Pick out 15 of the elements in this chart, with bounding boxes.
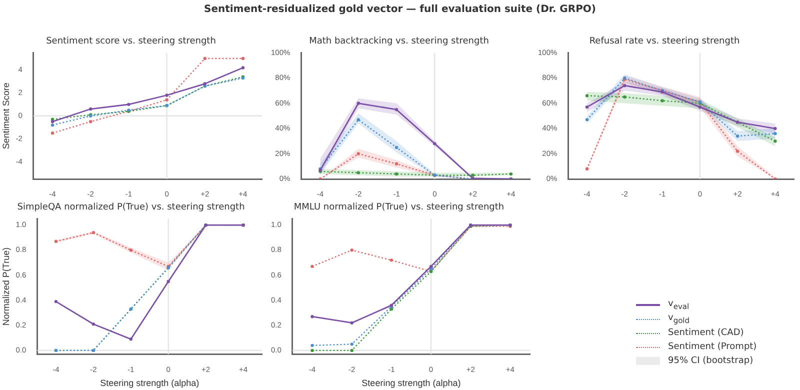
legend-label: v$_{gold}$ bbox=[668, 313, 690, 325]
text: 95% CI (bootstrap) bbox=[668, 356, 754, 366]
y-axis-title: Normalized P(True) bbox=[0, 247, 11, 326]
legend-label: Sentiment (Prompt) bbox=[668, 342, 757, 352]
chart-title: SimpleQA normalized P(True) vs. steering strength bbox=[17, 202, 245, 213]
x-axis-title: Steering strength (alpha) bbox=[100, 378, 200, 388]
chart-title: Sentiment score vs. steering strength bbox=[46, 36, 216, 47]
x-axis-title: Steering strength (alpha) bbox=[362, 378, 461, 388]
legend-label: v$_{eval}$ bbox=[668, 299, 690, 311]
y-axis-title: Sentiment Score bbox=[0, 82, 11, 150]
chart-title: Math backtracking vs. steering strength bbox=[309, 36, 489, 47]
chart-title: Refusal rate vs. steering strength bbox=[589, 36, 740, 47]
chart-title: MMLU normalized P(True) vs. steering strength bbox=[294, 202, 504, 213]
legend-label: Sentiment (CAD) bbox=[668, 328, 744, 338]
text: Sentiment-residualized gold vector — full evaluation suite (Dr. GRPO) bbox=[203, 4, 597, 15]
